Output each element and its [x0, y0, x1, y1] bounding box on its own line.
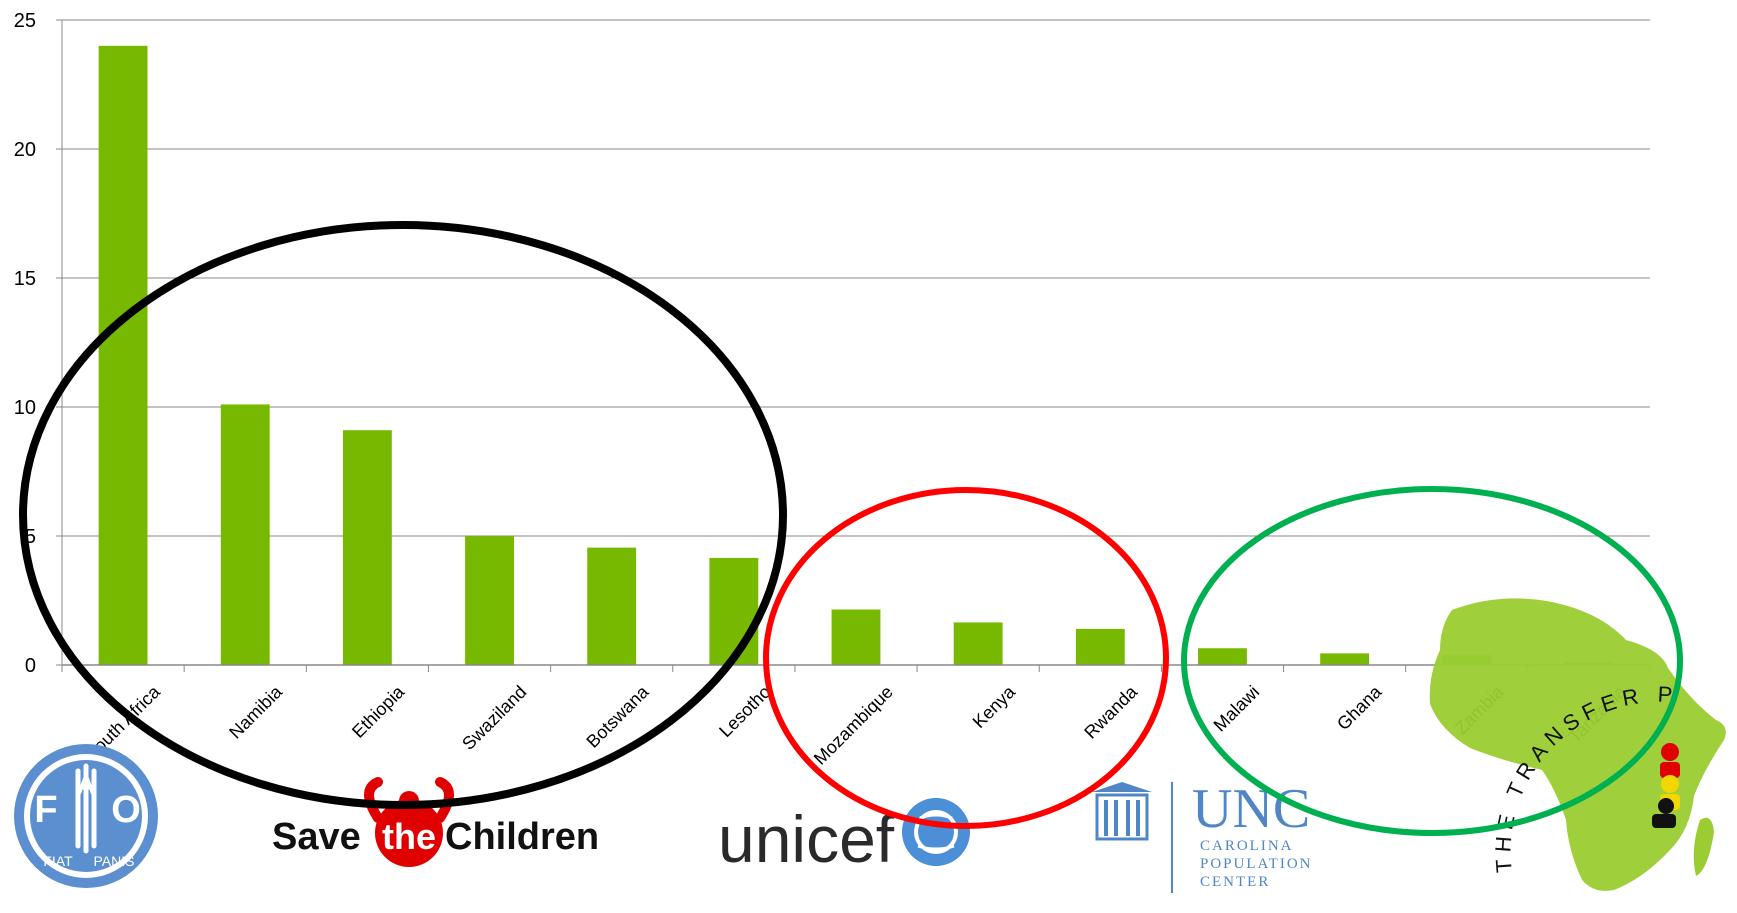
y-tick-label: 15	[14, 268, 36, 290]
fao-letter-o: O	[111, 789, 141, 831]
save-the-children-logo: Save the Children	[272, 777, 599, 867]
x-tick-label: Ghana	[1333, 681, 1386, 734]
annotation-ellipse-black	[19, 221, 787, 809]
x-tick-label: Malawi	[1210, 682, 1264, 736]
fao-logo: F A O FIAT PANIS	[14, 744, 158, 888]
fao-letter-f: F	[34, 789, 57, 831]
bar-botswana	[587, 547, 637, 665]
stc-the-text: the	[382, 816, 436, 857]
x-tick-label: Rwanda	[1080, 681, 1142, 743]
fao-motto-panis: PANIS	[94, 853, 135, 869]
y-tick-label: 5	[25, 526, 36, 548]
stc-children-text: Children	[445, 816, 599, 858]
unc-line-3: CENTER	[1200, 874, 1270, 890]
y-tick-label: 10	[14, 397, 36, 419]
bar-ghana	[1320, 653, 1370, 665]
x-tick-label: Mozambique	[810, 682, 897, 769]
y-tick-label: 20	[14, 139, 36, 161]
x-tick-label: Namibia	[225, 681, 287, 743]
x-tick-label: Ethiopia	[348, 681, 409, 742]
fao-motto-fiat: FIAT	[43, 853, 73, 869]
bar-rwanda	[1075, 628, 1125, 665]
unicef-logo: unicef	[718, 798, 970, 876]
x-tick-label: Swaziland	[458, 682, 530, 754]
unc-line-1: CAROLINA	[1200, 838, 1294, 854]
x-tick-label: Kenya	[969, 681, 1020, 732]
y-tick-label: 0	[25, 655, 36, 677]
x-axis-labels: South Africa Namibia Ethiopia Swaziland Bots…	[81, 681, 1630, 769]
stc-save-text: Save	[272, 816, 361, 858]
bar-mozambique	[831, 609, 881, 665]
bar-series	[98, 45, 1614, 666]
unc-logo: UNC CAROLINA POPULATION CENTER	[1092, 778, 1313, 893]
x-axis-ticks	[61, 665, 1651, 672]
y-axis-ticks: 0 5 10 15 20 25	[14, 10, 62, 677]
unc-abbr-text: UNC	[1192, 778, 1310, 840]
bar-malawi	[1198, 648, 1247, 665]
annotation-ellipse-red	[763, 487, 1169, 829]
y-tick-label: 25	[14, 10, 36, 32]
unicef-text: unicef	[718, 802, 895, 876]
bar-ethiopia	[342, 430, 392, 665]
bar-kenya	[953, 622, 1003, 665]
annotation-ellipse-green	[1181, 486, 1683, 836]
fao-letter-a: A	[77, 770, 96, 800]
unc-line-2: POPULATION	[1200, 856, 1313, 872]
x-tick-label: Lesotho	[715, 682, 774, 741]
gridlines	[61, 19, 1650, 665]
bar-lesotho	[709, 557, 759, 665]
bar-south-africa	[98, 45, 148, 666]
bar-swaziland	[465, 536, 514, 665]
africa-map-icon	[1429, 598, 1726, 891]
bar-namibia	[220, 404, 270, 665]
